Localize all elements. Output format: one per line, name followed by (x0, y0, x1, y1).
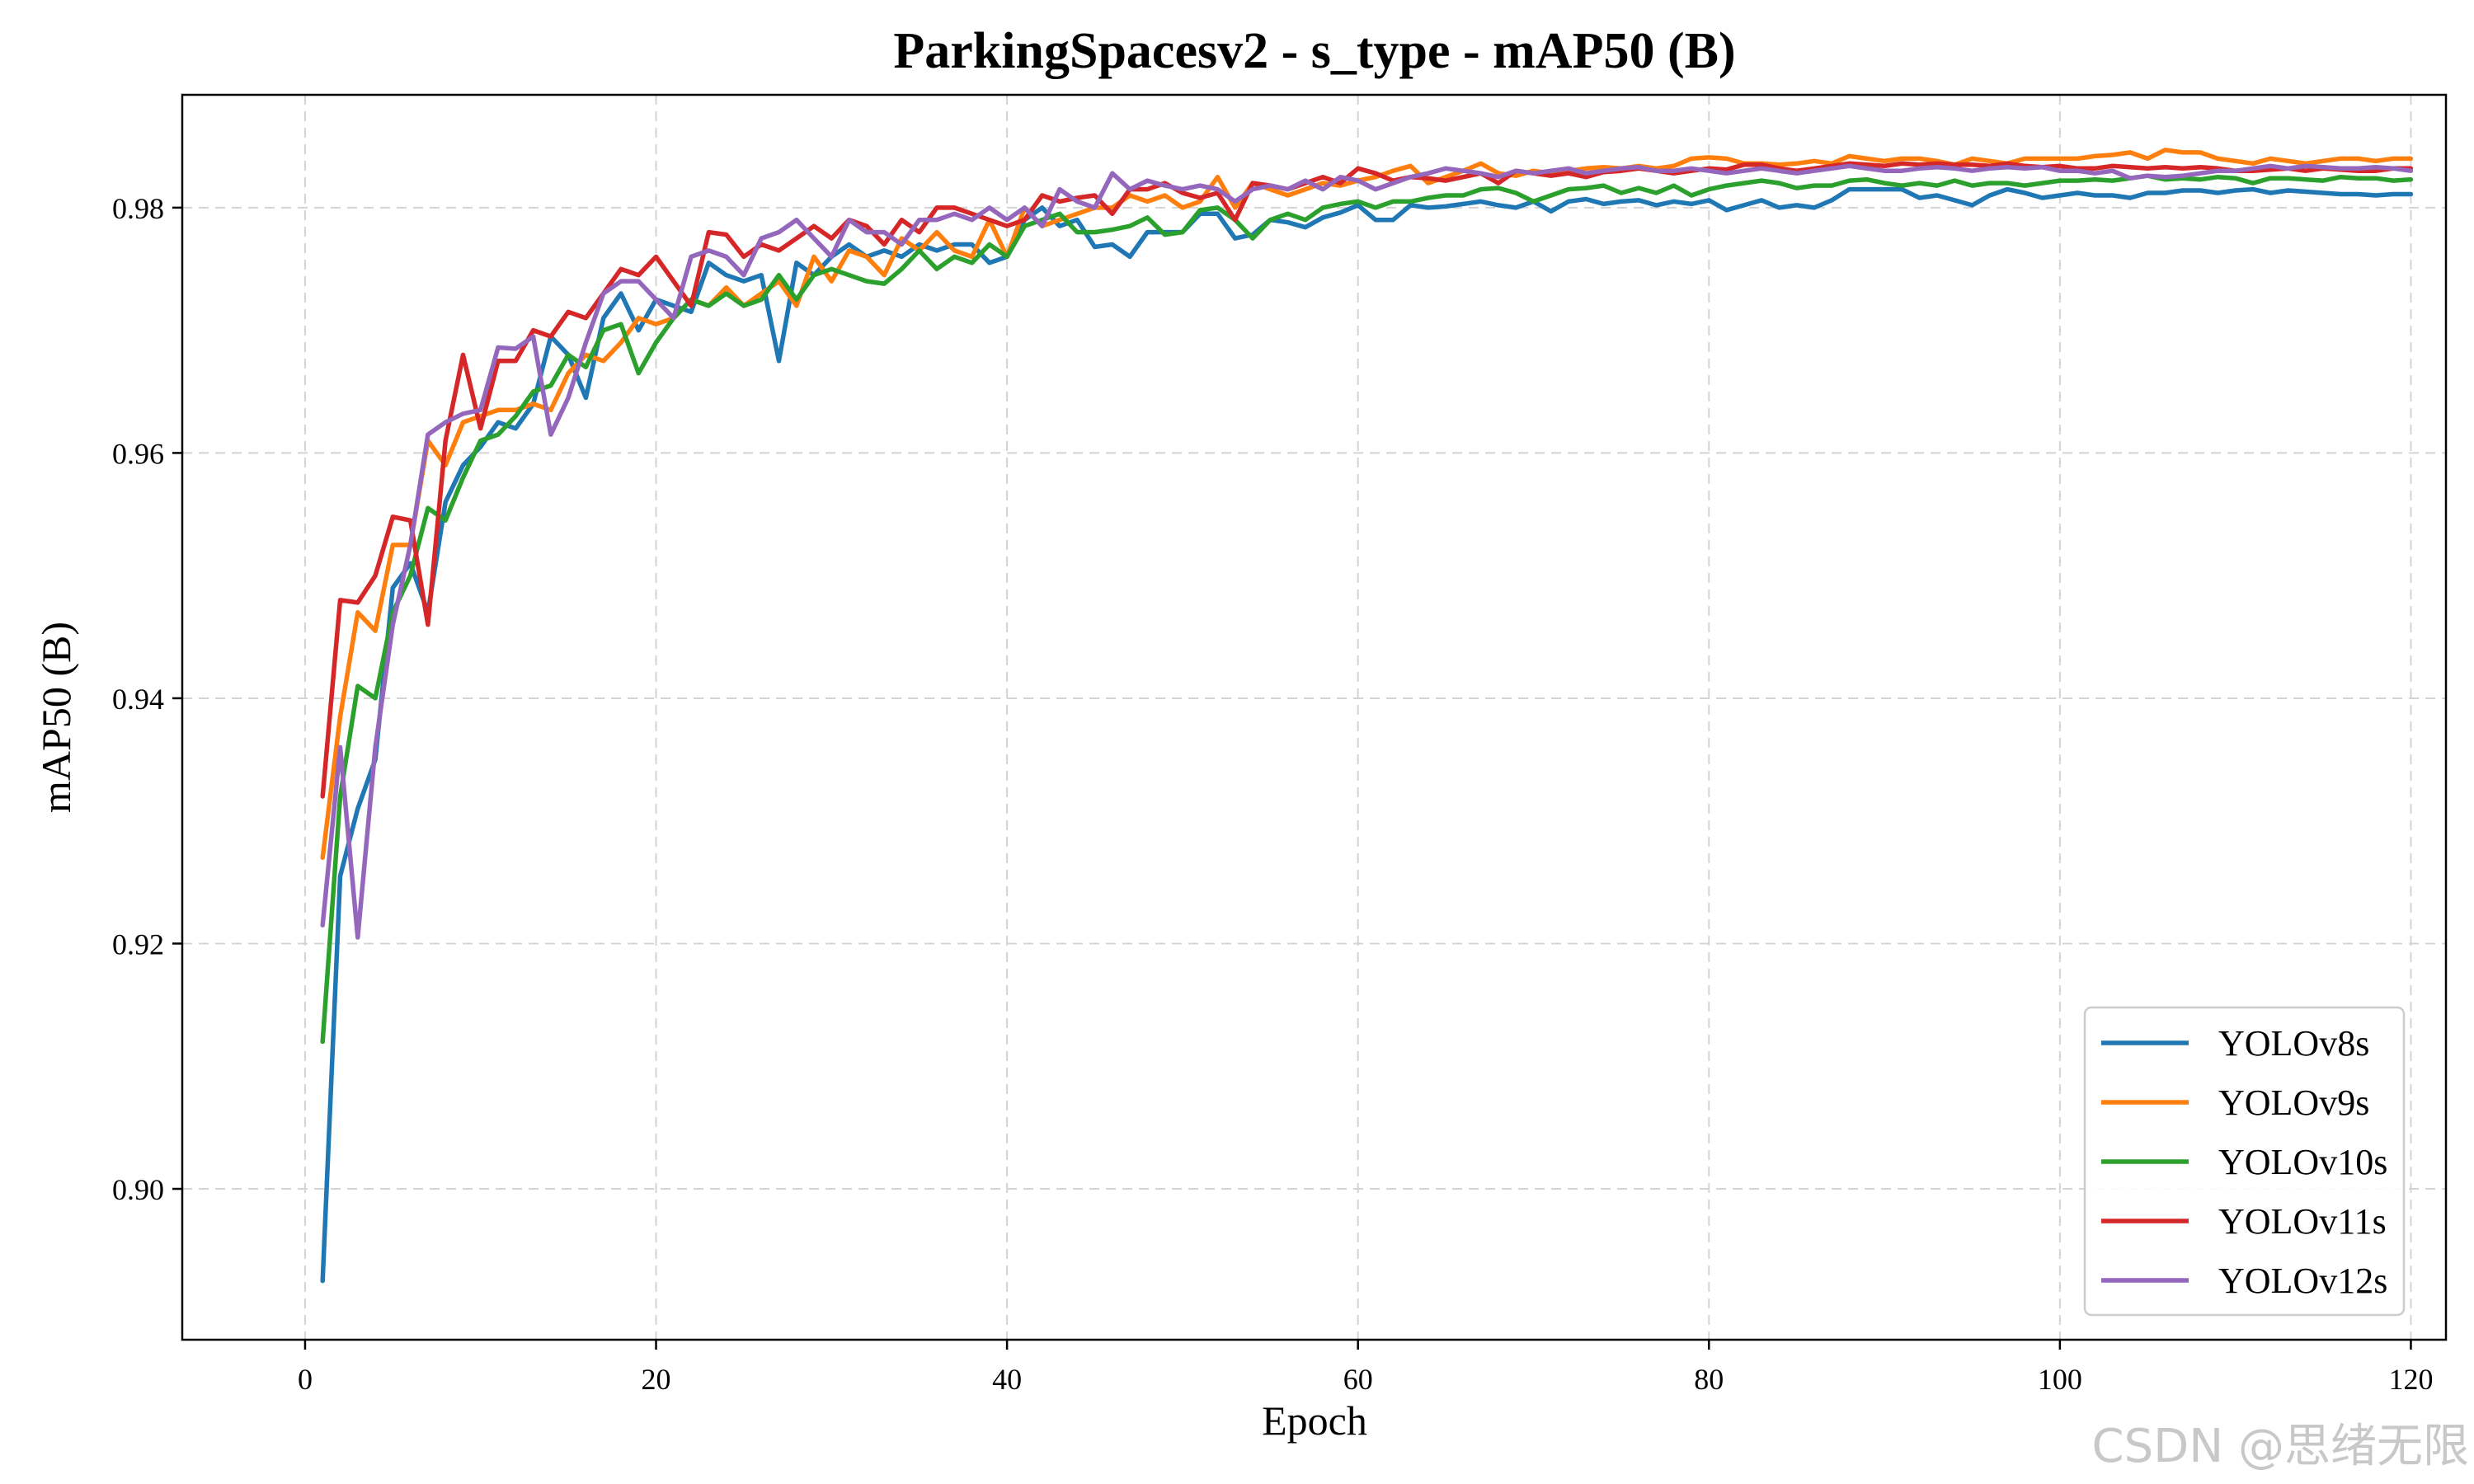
series-layer (320, 148, 2414, 1284)
legend-entries: YOLOv8s YOLOv9s YOLOv10s YOLOv11s YOLOv12s (2101, 1023, 2387, 1301)
x-axis-label: Epoch (1262, 1397, 1367, 1444)
x-tick-label: 60 (1343, 1363, 1373, 1396)
series-line-yolov10s (320, 173, 2414, 1045)
y-tick-label: 0.94 (112, 683, 164, 716)
series-line-yolov8s (320, 186, 2414, 1284)
y-tick-label: 0.92 (112, 928, 164, 960)
tick-layer: 0 20 40 60 80 100 120 0.90 0.92 0.94 0.96 0.98 (112, 192, 2433, 1396)
x-tick-label: 40 (992, 1363, 1022, 1396)
series-line-yolov12s (320, 163, 2414, 940)
y-axis-label: mAP50 (B) (33, 622, 79, 813)
x-tick-label: 80 (1694, 1363, 1724, 1396)
y-tick-label: 0.90 (112, 1173, 164, 1206)
legend-label-yolov12s: YOLOv12s (2218, 1261, 2387, 1301)
x-tick-label: 100 (2038, 1363, 2082, 1396)
x-tick-label: 120 (2388, 1363, 2433, 1396)
plot-frame (181, 93, 2448, 1341)
legend-label-yolov9s: YOLOv9s (2218, 1082, 2369, 1123)
watermark: CSDN @思绪无限 (2091, 1420, 2469, 1473)
chart-title: ParkingSpacesv2 - s_type - mAP50 (B) (893, 23, 1735, 79)
x-tick-label: 0 (298, 1363, 313, 1396)
legend: YOLOv8s YOLOv9s YOLOv10s YOLOv11s YOLOv12s (2083, 1006, 2406, 1317)
y-tick-label: 0.96 (112, 437, 164, 470)
series-line-yolov11s (320, 161, 2414, 799)
legend-label-yolov10s: YOLOv10s (2218, 1142, 2387, 1182)
x-tick-label: 20 (642, 1363, 671, 1396)
y-tick-label: 0.98 (112, 192, 164, 225)
legend-label-yolov11s: YOLOv11s (2218, 1201, 2387, 1242)
legend-box (2083, 1006, 2406, 1317)
legend-label-yolov8s: YOLOv8s (2218, 1023, 2369, 1064)
grid-layer (182, 95, 2446, 1340)
